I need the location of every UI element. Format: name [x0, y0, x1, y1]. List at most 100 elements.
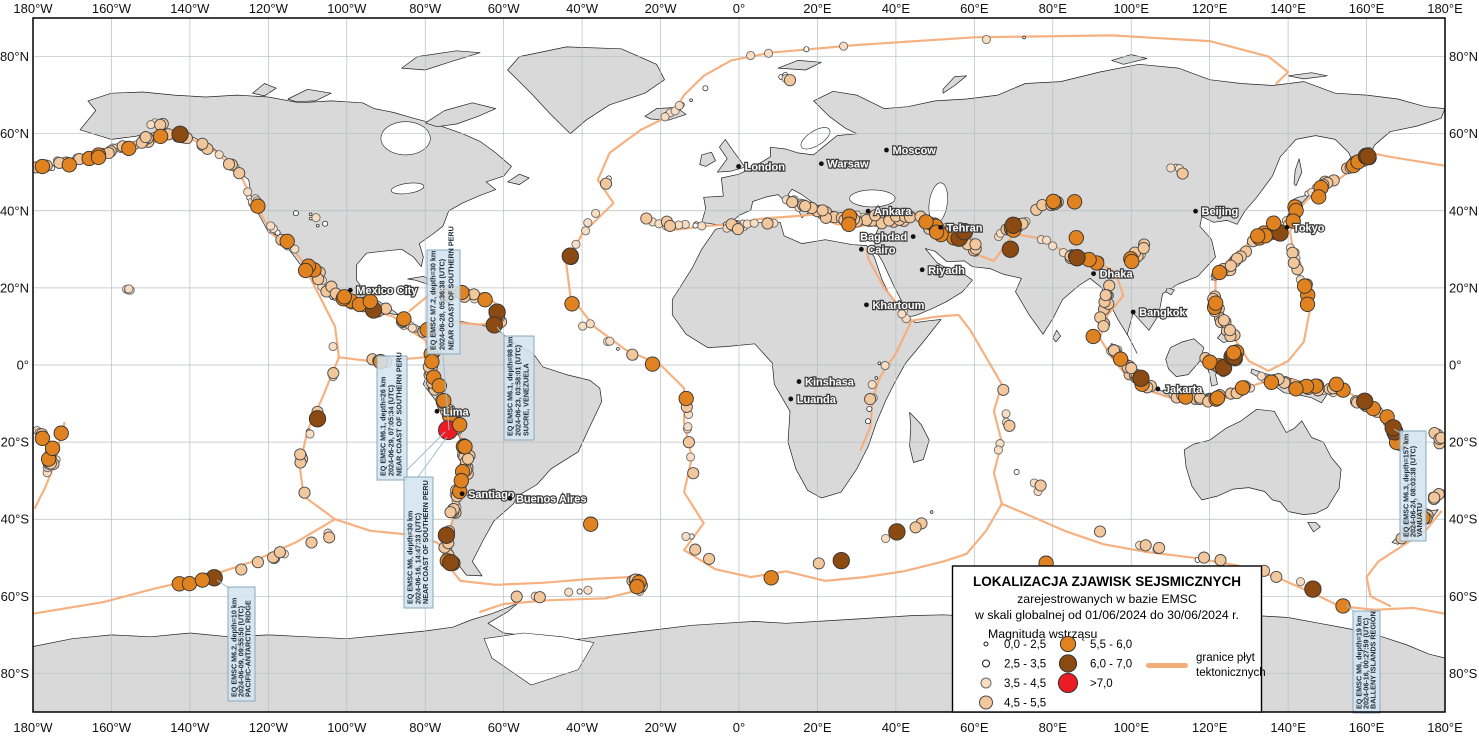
earthquake-marker: [146, 120, 156, 130]
earthquake-marker: [583, 585, 593, 595]
earthquake-marker: [1153, 541, 1166, 554]
city-label: Ankara: [874, 206, 912, 218]
callout-box: [403, 476, 434, 609]
earthquake-marker: [396, 311, 412, 327]
earthquake-marker: [1066, 194, 1083, 210]
legend-class-label: 4,5 - 5,5: [1004, 698, 1046, 710]
legend-class-swatch: [979, 695, 993, 710]
earthquake-marker: [1013, 469, 1020, 475]
earthquake-marker: [1068, 230, 1084, 246]
landmass: [1287, 72, 1328, 80]
earthquake-marker: [298, 486, 311, 499]
callout-line: EQ EMSC M7.2, depth=30 km: [429, 251, 438, 350]
earthquake-marker: [214, 150, 224, 160]
plate-boundary-line: [910, 313, 1003, 555]
city-label: Lima: [443, 406, 470, 418]
landmass: [507, 173, 530, 185]
earthquake-marker: [279, 233, 295, 250]
callout-box: [227, 586, 256, 702]
earthquake-marker: [1224, 259, 1237, 272]
earthquake-marker: [1335, 598, 1351, 614]
earthquake-marker: [1132, 369, 1150, 387]
earthquake-marker: [1299, 296, 1316, 312]
lon-label-bottom: 80°W: [409, 720, 442, 735]
legend-class-label: 6,0 - 7,0: [1090, 659, 1132, 671]
earthquake-marker: [152, 128, 169, 145]
lat-label-right: 20°S: [1449, 435, 1478, 450]
earthquake-marker: [803, 46, 810, 53]
city-dot: [507, 496, 513, 501]
lat-label-left: 20°N: [0, 280, 29, 295]
callout-box: [1352, 610, 1381, 714]
earthquake-marker: [53, 425, 69, 441]
earthquake-marker: [308, 410, 327, 428]
earthquake-marker: [328, 341, 338, 352]
lon-label-bottom: 100°W: [327, 720, 367, 735]
legend-class-label: 2,5 - 3,5: [1004, 659, 1046, 671]
earthquake-marker: [864, 393, 877, 406]
earthquake-marker: [1112, 351, 1129, 367]
earthquake-marker: [407, 323, 417, 333]
earthquake-marker: [576, 588, 583, 595]
earthquake-marker: [273, 546, 286, 559]
earthquake-marker: [1208, 295, 1224, 311]
city-label: Beijing: [1202, 206, 1239, 218]
earthquake-marker: [564, 587, 574, 597]
earthquake-layer: [33, 34, 1445, 614]
earthquake-marker: [929, 510, 934, 514]
callout-line: EQ EMSC M6, depth=19 km: [1355, 616, 1364, 709]
city-dot: [865, 208, 871, 214]
earthquake-marker: [605, 336, 615, 346]
earthquake-marker: [1125, 362, 1138, 375]
callout-leader-line: [406, 431, 446, 471]
earthquake-marker: [812, 557, 825, 570]
callout-box: [426, 249, 461, 355]
landmass: [1165, 287, 1175, 296]
earthquake-marker: [1178, 389, 1194, 405]
earthquake-marker: [1287, 256, 1300, 269]
city-dot: [459, 491, 465, 497]
plate-boundary-label-2: tektonicznych: [1196, 667, 1266, 679]
landmass: [1293, 158, 1303, 187]
earthquake-marker: [867, 380, 877, 390]
callout-line: 2024-06-29, 07:05:34 (UTC): [387, 384, 396, 476]
earthquake-marker: [683, 422, 693, 432]
city-label: Mexico City: [356, 285, 418, 297]
city-dot: [938, 224, 944, 230]
earthquake-marker: [294, 448, 307, 461]
earthquake-marker: [266, 221, 276, 231]
callout-line: NEAR COAST OF SOUTHERN PERU: [395, 352, 404, 476]
earthquake-marker: [233, 167, 246, 180]
earthquake-marker: [1099, 289, 1112, 302]
callout-line: EQ EMSC M6.2, depth=10 km: [230, 598, 239, 697]
lon-label-top: 80°E: [1039, 1, 1068, 16]
callout-leader-line: [442, 354, 450, 431]
earthquake-marker: [682, 436, 695, 449]
city-dot: [910, 234, 916, 240]
landmass: [507, 46, 665, 135]
legend-class-swatch: [980, 677, 992, 689]
lat-label-left: 20°S: [1, 435, 30, 450]
lat-label-right: 20°N: [1449, 280, 1478, 295]
earthquake-marker: [591, 208, 601, 218]
earthquake-marker: [561, 247, 579, 265]
event-callout-peru-m72: EQ EMSC M7.2, depth=30 km 2024-06-28, 05:…: [426, 226, 461, 431]
earthquake-marker: [61, 157, 77, 173]
callout-line: EQ EMSC M6, depth=30 km: [406, 511, 415, 604]
lat-label-right: 0°: [1449, 358, 1461, 373]
earthquake-marker: [799, 200, 812, 213]
callout-line: EQ EMSC M6.3, depth=157 km: [1402, 434, 1411, 537]
lon-label-top: 20°E: [803, 1, 832, 16]
lon-label-bottom: 60°E: [960, 720, 989, 735]
earthquake-marker: [1093, 525, 1107, 538]
earthquake-marker: [1250, 228, 1266, 244]
earthquake-marker: [1256, 371, 1266, 381]
earthquake-marker: [444, 506, 457, 519]
earthquake-marker: [292, 210, 299, 217]
lat-label-left: 0°: [17, 358, 29, 373]
city-dot: [788, 396, 794, 402]
legend-class-label: 3,5 - 4,5: [1004, 678, 1046, 690]
sea-overlay: [380, 121, 431, 156]
